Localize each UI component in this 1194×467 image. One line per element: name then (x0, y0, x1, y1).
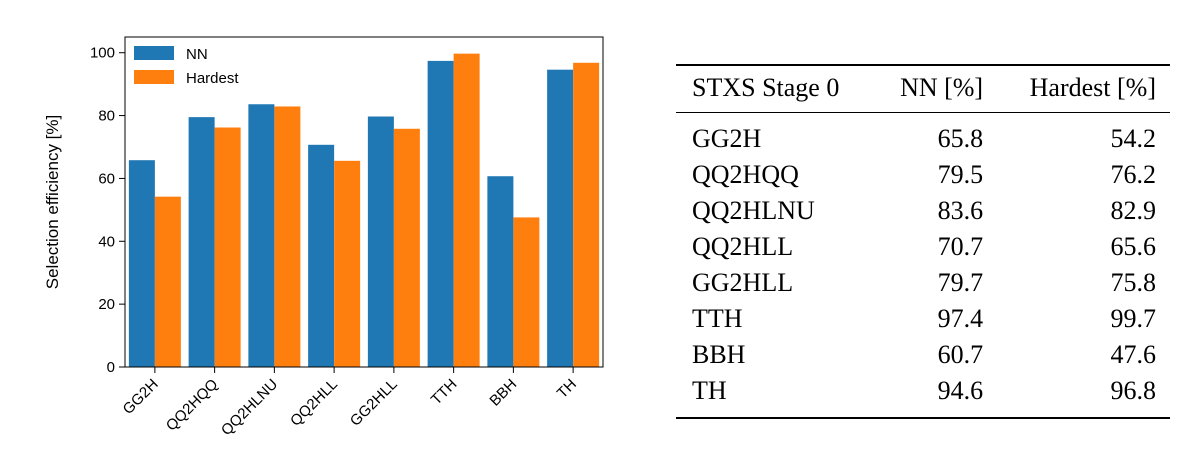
bar-nn-gg2hll (367, 116, 394, 367)
legend-swatch-hardest (134, 70, 174, 84)
cell-process: TH (692, 376, 727, 405)
y-axis: 0 20 40 60 80 100 (90, 45, 125, 376)
table-row: BBH 60.7 47.6 (676, 337, 1170, 373)
cell-nn: 94.6 (937, 376, 984, 405)
cell-nn: 79.5 (937, 160, 984, 189)
cell-process: GG2H (692, 124, 762, 153)
efficiency-table-container: STXS Stage 0 NN [%] Hardest [%] GG2H 65.… (676, 64, 1170, 419)
bar-nn-bbh (487, 176, 514, 367)
x-tick-label: QQ2HQQ (163, 376, 222, 435)
bar-nn-tth (427, 60, 454, 368)
legend-label-hardest: Hardest (186, 70, 239, 87)
x-tick-label: TTH (428, 376, 461, 409)
header-process: STXS Stage 0 (692, 73, 840, 102)
bar-hardest-gg2h (154, 196, 181, 367)
cell-hardest: 54.2 (1110, 124, 1157, 153)
table-row: QQ2HQQ 79.5 76.2 (676, 157, 1170, 193)
cell-process: TTH (692, 304, 743, 333)
cell-hardest: 96.8 (1110, 376, 1157, 405)
bar-nn-th (547, 69, 574, 367)
bar-hardest-qq2hqq (214, 127, 241, 367)
x-tick-label: BBH (486, 376, 520, 410)
cell-nn: 65.8 (937, 124, 984, 153)
y-tick-label: 80 (98, 108, 115, 125)
legend-label-nn: NN (186, 46, 208, 63)
x-tick-label: QQ2HLL (287, 376, 341, 430)
table-row: GG2H 65.8 54.2 (676, 113, 1170, 158)
x-tick-label: QQ2HLNU (218, 376, 281, 439)
cell-hardest: 75.8 (1110, 268, 1157, 297)
cell-hardest: 65.6 (1110, 232, 1157, 261)
cell-hardest: 47.6 (1110, 340, 1157, 369)
cell-nn: 83.6 (937, 196, 984, 225)
y-tick-label: 60 (98, 170, 115, 187)
table-header-row: STXS Stage 0 NN [%] Hardest [%] (676, 65, 1170, 113)
bars-group (128, 53, 600, 368)
table-row: QQ2HLNU 83.6 82.9 (676, 193, 1170, 229)
bar-hardest-qq2hll (334, 160, 361, 367)
bar-hardest-qq2hlnu (274, 106, 301, 367)
x-tick-label: GG2HLL (347, 376, 401, 430)
table-row: QQ2HLL 70.7 65.6 (676, 229, 1170, 265)
y-tick-label: 0 (107, 359, 115, 376)
table-row: TH 94.6 96.8 (676, 373, 1170, 418)
y-tick-label: 100 (90, 45, 115, 62)
cell-hardest: 99.7 (1110, 304, 1157, 333)
cell-nn: 97.4 (937, 304, 984, 333)
y-tick-label: 40 (98, 233, 115, 250)
table-row: GG2HLL 79.7 75.8 (676, 265, 1170, 301)
header-hardest: Hardest [%] (1029, 73, 1156, 102)
bar-hardest-bbh (513, 217, 540, 367)
cell-process: BBH (692, 340, 746, 369)
legend: NN Hardest (134, 46, 239, 87)
cell-process: QQ2HQQ (692, 160, 799, 189)
cell-nn: 60.7 (937, 340, 984, 369)
cell-nn: 70.7 (937, 232, 984, 261)
efficiency-table: STXS Stage 0 NN [%] Hardest [%] GG2H 65.… (676, 64, 1170, 419)
x-tick-label: GG2H (120, 376, 162, 418)
bar-nn-qq2hqq (188, 117, 215, 368)
bar-hardest-gg2hll (393, 128, 420, 367)
legend-swatch-nn (134, 46, 174, 60)
cell-hardest: 82.9 (1110, 196, 1157, 225)
cell-process: GG2HLL (692, 268, 794, 297)
cell-hardest: 76.2 (1110, 160, 1157, 189)
bar-hardest-th (573, 62, 600, 368)
plot-frame (124, 36, 604, 368)
cell-process: QQ2HLL (692, 232, 794, 261)
bar-hardest-tth (453, 53, 480, 368)
bar-nn-qq2hll (308, 144, 335, 367)
y-tick-label: 20 (98, 296, 115, 313)
x-tick-label: TH (554, 376, 580, 402)
cell-process: QQ2HLNU (692, 196, 815, 225)
header-nn: NN [%] (900, 73, 984, 102)
y-axis-label: Selection efficiency [%] (43, 115, 62, 290)
bar-nn-qq2hlnu (248, 104, 275, 367)
table-row: TTH 97.4 99.7 (676, 301, 1170, 337)
cell-nn: 79.7 (937, 268, 984, 297)
bar-nn-gg2h (128, 160, 155, 367)
